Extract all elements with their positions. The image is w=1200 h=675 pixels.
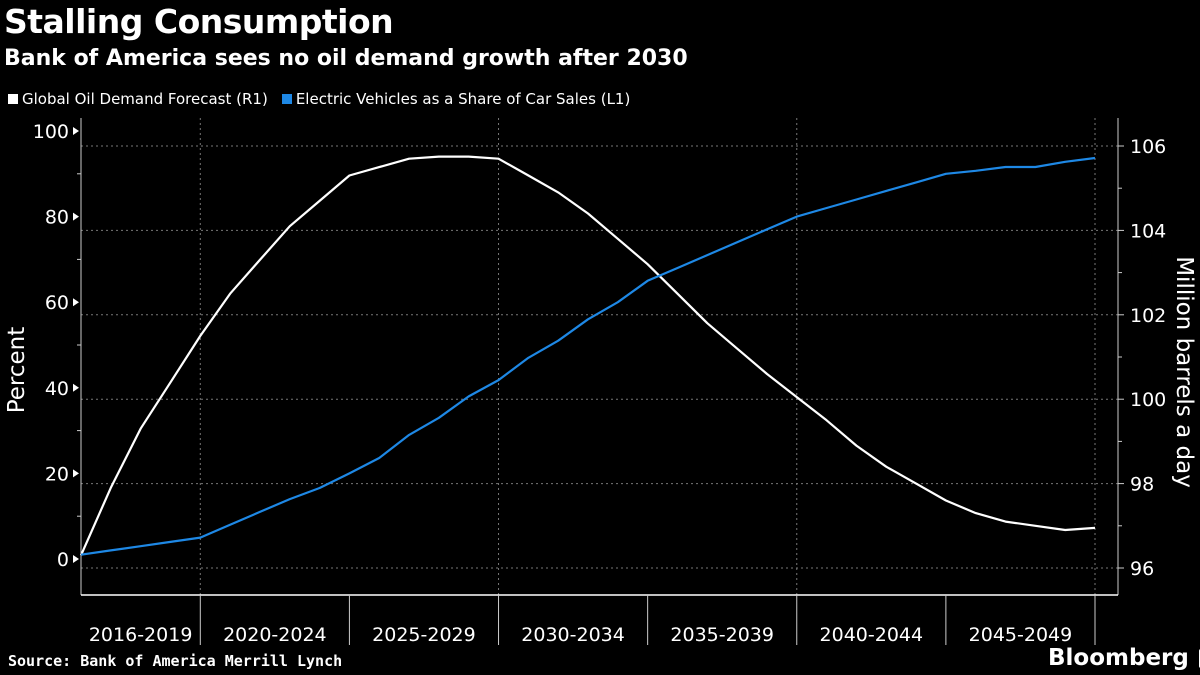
legend-item-oil: Global Oil Demand Forecast (R1) [8,90,268,108]
left-tick-label: 20 [45,463,69,485]
right-tick-label: 102 [1130,305,1166,327]
left-tick-label: 80 [45,207,69,229]
legend-swatch-ev [281,94,292,104]
x-category-label: 2035-2039 [670,624,774,646]
x-category-label: 2020-2024 [223,624,327,646]
right-tick-label: 98 [1130,474,1154,496]
legend-label-oil: Global Oil Demand Forecast (R1) [22,90,268,108]
legend-swatch-oil [8,94,18,104]
left-axis-title: Percent [4,327,30,414]
right-tick-label: 106 [1130,136,1166,158]
left-tick-label: 100 [33,121,69,143]
left-tick-marker [73,469,79,478]
ev-share-line [80,156,1096,556]
left-tick-label: 40 [45,378,69,400]
legend: Global Oil Demand Forecast (R1) Electric… [8,90,630,108]
x-category-label: 2025-2029 [372,624,476,646]
x-category-label: 2016-2019 [89,624,193,646]
legend-item-ev: Electric Vehicles as a Share of Car Sale… [281,90,631,108]
right-tick-label: 104 [1130,220,1166,242]
left-tick-marker [73,555,79,563]
legend-label-ev: Electric Vehicles as a Share of Car Sale… [295,90,631,108]
x-category-label: 2045-2049 [969,624,1073,646]
bloomberg-logo: Bloomberg [1048,645,1200,671]
left-tick-marker [73,127,79,135]
chart-subtitle: Bank of America sees no oil demand growt… [4,46,688,71]
left-tick-marker [73,298,79,307]
x-category-label: 2040-2044 [820,624,924,646]
left-tick-marker [73,212,79,221]
right-tick-label: 100 [1130,389,1166,411]
brand-name: Bloomberg [1048,645,1189,671]
chart-title: Stalling Consumption [4,2,394,41]
oil-demand-line [79,155,1096,556]
left-tick-marker [73,383,79,392]
source-note: Source: Bank of America Merrill Lynch [8,652,343,670]
x-category-label: 2030-2034 [521,624,625,646]
bloomberg-chart-icon [1198,648,1200,668]
left-tick-label: 60 [45,292,69,314]
right-tick-label: 96 [1130,558,1154,580]
left-tick-label: 0 [57,549,69,571]
right-axis-title: Million barrels a day [1171,256,1197,488]
